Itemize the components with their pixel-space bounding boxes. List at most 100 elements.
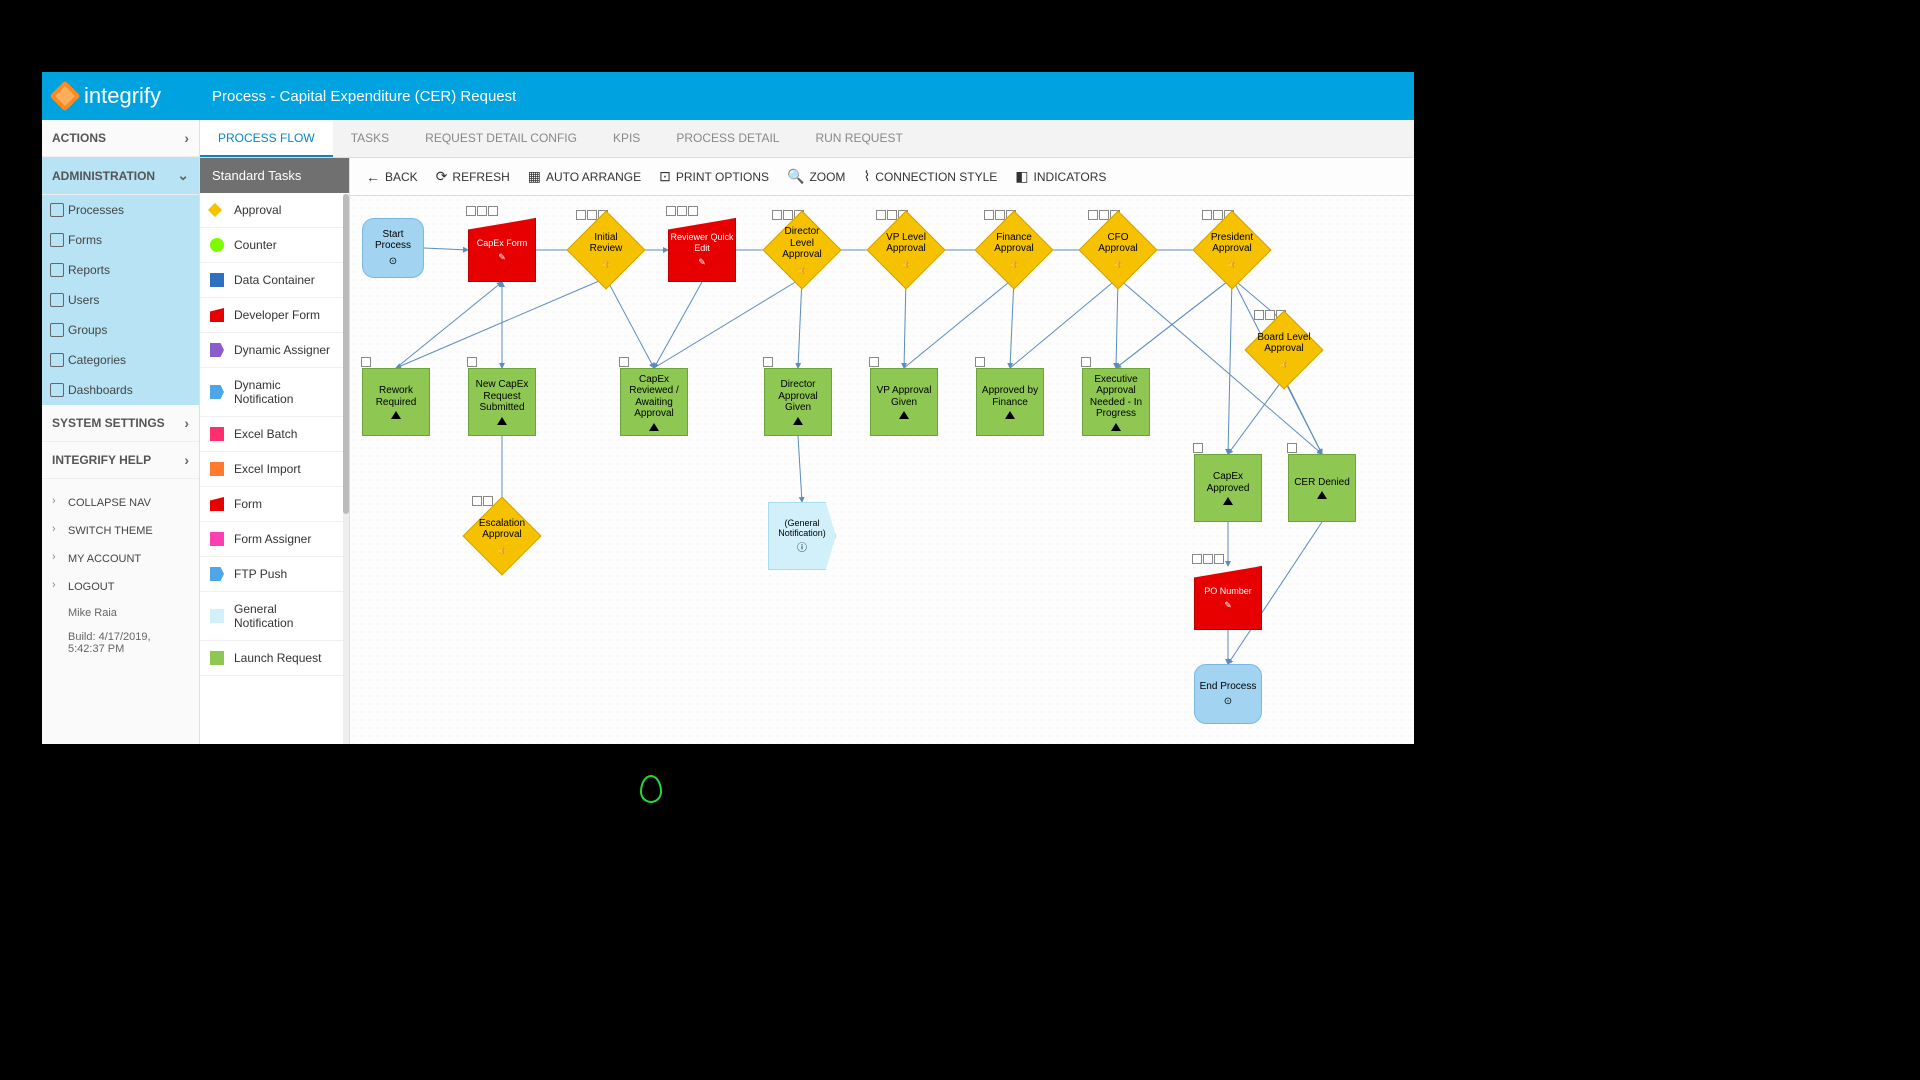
egg-icon (640, 775, 662, 803)
palette-item-excel-import[interactable]: Excel Import (200, 452, 349, 487)
side-section-help[interactable]: INTEGRIFY HELP› (42, 442, 199, 479)
sidebar-item-categories[interactable]: Categories (42, 345, 199, 375)
palette-swatch-icon (210, 308, 224, 322)
node-vpgiven[interactable]: VP Approval Given (870, 368, 938, 436)
tool-indicators[interactable]: ◧INDICATORS (1015, 168, 1106, 185)
sidebar-item-groups[interactable]: Groups (42, 315, 199, 345)
tool-auto-arrange[interactable]: ▦AUTO ARRANGE (528, 168, 641, 185)
milestone-icon (1223, 497, 1233, 505)
node-escal[interactable]: Escalation Approval👍 (474, 508, 530, 564)
palette-swatch-icon (210, 651, 224, 665)
node-badge-icon (587, 210, 597, 220)
node-badge-icon (767, 491, 777, 501)
tool-refresh[interactable]: ⟳REFRESH (436, 168, 510, 185)
thumb-icon: 👍 (601, 259, 611, 268)
node-badge-icon (677, 206, 687, 216)
node-badge-icon (984, 210, 994, 220)
tab-tasks[interactable]: TASKS (333, 120, 407, 157)
logo-icon (49, 80, 80, 111)
milestone-icon (1005, 411, 1015, 419)
palette-item-form[interactable]: Form (200, 487, 349, 522)
palette-item-general-notification[interactable]: General Notification (200, 592, 349, 641)
tab-process-flow[interactable]: PROCESS FLOW (200, 120, 333, 157)
tool-back[interactable]: ←BACK (366, 169, 418, 185)
palette-item-dynamic-assigner[interactable]: Dynamic Assigner (200, 333, 349, 368)
milestone-icon (899, 411, 909, 419)
brand-text: integrify (84, 83, 161, 109)
tab-run-request[interactable]: RUN REQUEST (797, 120, 920, 157)
node-badge-icon (869, 357, 879, 367)
side-action-collapse-nav[interactable]: COLLAPSE NAV (42, 489, 199, 517)
palette-item-excel-batch[interactable]: Excel Batch (200, 417, 349, 452)
tab-kpis[interactable]: KPIS (595, 120, 658, 157)
side-section-system[interactable]: SYSTEM SETTINGS› (42, 405, 199, 442)
node-director[interactable]: Director Level Approval👍 (774, 222, 830, 278)
thumb-icon: 👍 (1279, 359, 1289, 368)
side-section-actions[interactable]: ACTIONS› (42, 120, 199, 157)
node-newcapex[interactable]: New CapEx Request Submitted (468, 368, 536, 436)
node-execneed[interactable]: Executive Approval Needed - In Progress (1082, 368, 1150, 436)
thumb-icon: 👍 (797, 265, 807, 274)
node-badge-icon (361, 357, 371, 367)
node-reviewed[interactable]: CapEx Reviewed / Awaiting Approval (620, 368, 688, 436)
node-capexapp[interactable]: CapEx Approved (1194, 454, 1262, 522)
node-vp[interactable]: VP Level Approval👍 (878, 222, 934, 278)
node-dirgiven[interactable]: Director Approval Given (764, 368, 832, 436)
node-quickedit[interactable]: Reviewer Quick Edit✎ (668, 218, 736, 282)
node-badge-icon (1081, 357, 1091, 367)
process-canvas[interactable]: Start Process⊙ CapEx Form✎ Initial Review👍… (350, 196, 1414, 744)
thumb-icon: 👍 (1113, 259, 1123, 268)
node-initrev[interactable]: Initial Review👍 (578, 222, 634, 278)
node-finapp[interactable]: Approved by Finance (976, 368, 1044, 436)
palette-scrollbar[interactable] (343, 194, 349, 744)
user-name: Mike Raia (42, 601, 199, 625)
palette-item-approval[interactable]: Approval (200, 193, 349, 228)
node-end[interactable]: End Process⊙ (1194, 664, 1262, 724)
node-badge-icon (472, 496, 482, 506)
palette-item-form-assigner[interactable]: Form Assigner (200, 522, 349, 557)
node-badge-icon (1192, 554, 1202, 564)
palette-swatch-icon (210, 497, 224, 511)
refresh-icon: ⟳ (436, 168, 448, 185)
node-start[interactable]: Start Process⊙ (362, 218, 424, 278)
node-gennotif[interactable]: (General Notification)ⓘ (768, 502, 836, 570)
print-options-icon: ⊡ (659, 168, 671, 185)
pencil-icon: ✎ (1224, 600, 1232, 610)
sidebar-item-reports[interactable]: Reports (42, 255, 199, 285)
tool-connection-style[interactable]: ⌇CONNECTION STYLE (863, 168, 997, 185)
build-info: Build: 4/17/2019, 5:42:37 PM (42, 625, 199, 661)
node-rework[interactable]: Rework Required (362, 368, 430, 436)
logo[interactable]: integrify (42, 83, 200, 109)
side-action-switch-theme[interactable]: SWITCH THEME (42, 517, 199, 545)
palette-item-developer-form[interactable]: Developer Form (200, 298, 349, 333)
sidebar-item-processes[interactable]: Processes (42, 195, 199, 225)
node-badge-icon (995, 210, 1005, 220)
tab-request-detail-config[interactable]: REQUEST DETAIL CONFIG (407, 120, 595, 157)
node-ponum[interactable]: PO Number✎ (1194, 566, 1262, 630)
node-capexform[interactable]: CapEx Form✎ (468, 218, 536, 282)
palette-swatch-icon (210, 343, 224, 357)
indicators-icon: ◧ (1015, 168, 1028, 185)
node-badge-icon (1202, 210, 1212, 220)
palette-item-dynamic-notification[interactable]: Dynamic Notification (200, 368, 349, 417)
node-denied[interactable]: CER Denied (1288, 454, 1356, 522)
tab-process-detail[interactable]: PROCESS DETAIL (658, 120, 797, 157)
sidebar-item-forms[interactable]: Forms (42, 225, 199, 255)
sidebar-item-dashboards[interactable]: Dashboards (42, 375, 199, 405)
node-cfo[interactable]: CFO Approval👍 (1090, 222, 1146, 278)
palette-item-data-container[interactable]: Data Container (200, 263, 349, 298)
side-section-administration[interactable]: ADMINISTRATION⌄ (42, 157, 199, 195)
side-action-my-account[interactable]: MY ACCOUNT (42, 545, 199, 573)
auto-arrange-icon: ▦ (528, 168, 541, 185)
tool-zoom[interactable]: 🔍ZOOM (787, 168, 845, 185)
thumb-icon: 👍 (497, 545, 507, 554)
node-board[interactable]: Board Level Approval👍 (1256, 322, 1312, 378)
palette-item-ftp-push[interactable]: FTP Push (200, 557, 349, 592)
palette-item-launch-request[interactable]: Launch Request (200, 641, 349, 676)
node-finance[interactable]: Finance Approval👍 (986, 222, 1042, 278)
side-action-logout[interactable]: LOGOUT (42, 573, 199, 601)
palette-item-counter[interactable]: Counter (200, 228, 349, 263)
tool-print-options[interactable]: ⊡PRINT OPTIONS (659, 168, 769, 185)
sidebar-item-users[interactable]: Users (42, 285, 199, 315)
node-president[interactable]: President Approval👍 (1204, 222, 1260, 278)
